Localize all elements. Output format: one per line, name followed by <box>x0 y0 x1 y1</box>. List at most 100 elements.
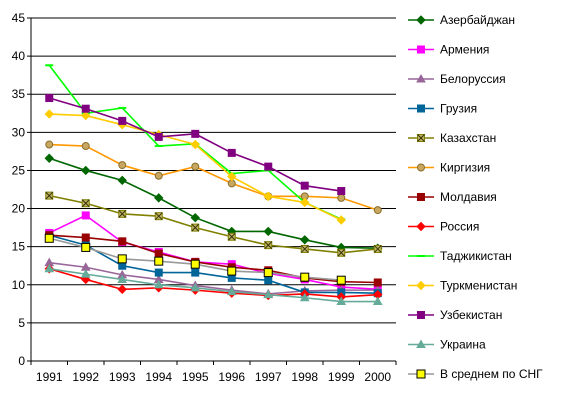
data-point <box>154 268 163 277</box>
legend-marker <box>417 311 425 319</box>
legend-item: Армения <box>408 43 489 57</box>
legend-marker <box>417 163 425 172</box>
grid-lines <box>31 17 396 324</box>
x-tick-label: 1997 <box>255 370 282 384</box>
y-tick-label: 10 <box>12 278 26 292</box>
data-point <box>299 292 310 302</box>
data-point <box>191 268 200 277</box>
data-point <box>300 235 310 245</box>
data-point <box>373 244 382 253</box>
series-13 <box>44 233 346 285</box>
series-line <box>49 143 379 211</box>
data-point <box>300 244 309 253</box>
data-point <box>81 142 90 151</box>
y-tick-label: 0 <box>18 354 25 368</box>
data-point <box>81 110 91 121</box>
x-tick-label: 1994 <box>145 370 172 384</box>
data-point <box>81 211 90 220</box>
data-point <box>118 116 127 125</box>
y-tick-label: 35 <box>12 87 26 101</box>
data-point <box>373 278 382 287</box>
data-point <box>81 104 90 113</box>
data-point <box>300 197 310 208</box>
x-tick-label: 1993 <box>109 370 136 384</box>
series-5 <box>45 191 382 257</box>
legend-label: В среднем по СНГ <box>440 367 543 381</box>
data-point <box>44 109 54 119</box>
data-point <box>81 165 91 176</box>
series-layer <box>44 64 383 306</box>
data-point <box>336 275 346 285</box>
data-point <box>118 209 127 218</box>
x-axis-ticks: 1991 1992 1993 1994 1995 1996 1997 1998 1999 2000 <box>30 361 397 384</box>
legend-item: Узбекистан <box>408 308 502 322</box>
data-point <box>81 199 90 208</box>
y-tick-label: 30 <box>12 125 26 139</box>
x-tick-label: 1998 <box>291 370 318 384</box>
legend-item: Украина <box>408 338 486 352</box>
data-point <box>191 223 200 232</box>
legend-item: Молдавия <box>408 190 497 204</box>
data-point <box>117 284 127 295</box>
data-point <box>44 263 55 273</box>
legend-label: Казахстан <box>440 131 496 145</box>
data-point <box>80 269 91 278</box>
data-point <box>117 274 128 283</box>
series-line <box>49 234 378 294</box>
data-point <box>81 242 91 252</box>
data-point <box>45 94 54 103</box>
data-point <box>81 233 90 242</box>
legend-label: Молдавия <box>440 190 497 204</box>
y-axis-ticks: 0 5 10 15 20 25 30 35 40 45 <box>12 11 31 368</box>
legend-marker <box>417 104 425 113</box>
data-point <box>44 233 54 243</box>
series-line <box>49 194 378 254</box>
legend-marker <box>417 45 425 54</box>
y-tick-label: 45 <box>12 11 26 25</box>
legend-item: Россия <box>408 220 479 234</box>
legend-marker <box>416 339 426 348</box>
data-point <box>263 226 273 237</box>
x-tick-label: 1999 <box>328 370 355 384</box>
legend-item: Казахстан <box>408 131 496 145</box>
data-point <box>263 191 273 202</box>
x-tick-label: 1995 <box>182 370 209 384</box>
x-tick-label: 2000 <box>364 370 391 384</box>
legend-label: Азербайджан <box>440 13 515 27</box>
y-tick-label: 5 <box>18 316 25 330</box>
legend-item: Киргизия <box>408 161 490 175</box>
legend-label: Таджикистан <box>440 249 512 263</box>
data-point <box>263 268 273 278</box>
legend-label: Армения <box>440 43 489 57</box>
legend-item: Грузия <box>408 102 477 116</box>
data-point <box>336 296 347 306</box>
y-tick-label: 20 <box>12 202 26 216</box>
data-point <box>264 162 273 171</box>
x-tick-label: 1992 <box>72 370 99 384</box>
legend-label: Туркменистан <box>440 279 517 293</box>
data-point <box>226 286 237 296</box>
y-tick-label: 40 <box>12 49 26 63</box>
x-tick-label: 1996 <box>218 370 245 384</box>
data-point <box>263 289 274 299</box>
data-point <box>264 276 273 285</box>
series-line <box>48 214 378 291</box>
legend-marker <box>417 134 425 142</box>
data-point <box>191 129 200 138</box>
y-tick-label: 15 <box>12 240 26 254</box>
data-point <box>300 272 310 282</box>
legend-item: Азербайджан <box>408 13 515 27</box>
legend-marker <box>416 73 426 83</box>
data-point <box>117 254 127 264</box>
data-point <box>300 181 309 190</box>
data-point <box>264 241 273 250</box>
data-point <box>190 139 200 150</box>
data-point <box>337 248 346 257</box>
data-point <box>227 148 236 157</box>
legend-marker <box>416 15 426 25</box>
data-point <box>154 256 164 266</box>
legend-marker <box>416 369 426 379</box>
legend-label: Киргизия <box>440 161 490 175</box>
legend-label: Россия <box>440 220 479 234</box>
